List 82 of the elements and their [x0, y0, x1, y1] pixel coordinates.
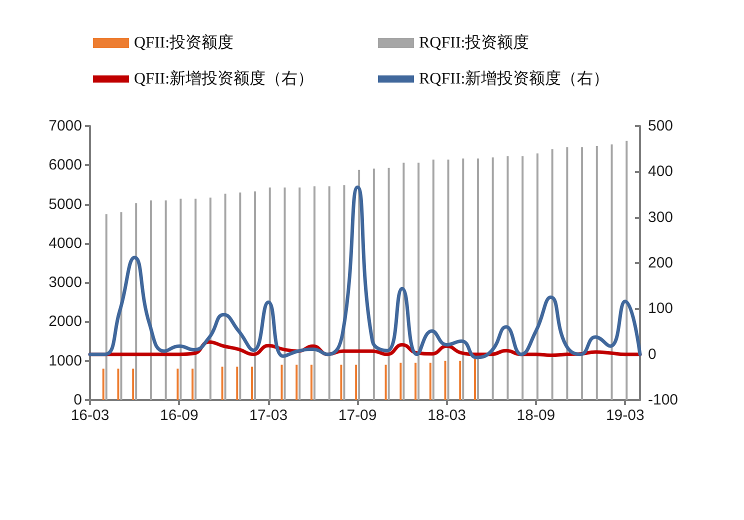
y2-tick-label: 200: [648, 254, 674, 272]
bar: [474, 358, 476, 400]
bar: [135, 203, 138, 400]
y-tick-label: 2000: [48, 313, 82, 330]
y-tick-label: 5000: [48, 196, 82, 213]
y-tick-label: 4000: [48, 234, 82, 252]
bar: [194, 198, 197, 400]
bar: [596, 146, 598, 400]
bar: [298, 187, 301, 400]
bar: [284, 187, 286, 400]
bar: [355, 364, 358, 400]
y-tick-label: 6000: [48, 156, 82, 174]
bar: [581, 147, 584, 400]
bar: [313, 186, 316, 400]
bar: [444, 360, 446, 400]
bar: [180, 198, 182, 400]
x-tick-label: 16-03: [70, 407, 110, 424]
bar: [414, 362, 417, 400]
bar: [492, 157, 494, 400]
bar: [418, 162, 420, 400]
bar: [462, 158, 464, 400]
bar: [340, 364, 342, 400]
bar: [251, 366, 254, 400]
x-tick-label: 18-03: [428, 407, 466, 424]
bar: [522, 156, 524, 400]
legend-label: RQFII:投资额度: [419, 34, 530, 52]
bar: [224, 194, 226, 400]
bar: [402, 162, 405, 400]
bar: [447, 160, 450, 400]
x-tick-label: 17-09: [338, 407, 377, 424]
bar: [388, 168, 390, 400]
y2-tick-label: 500: [648, 118, 674, 134]
bar: [150, 200, 152, 400]
bar: [358, 170, 360, 400]
bar: [551, 149, 554, 400]
bar: [176, 368, 179, 400]
bar: [102, 368, 104, 400]
x-tick-label: 18-09: [516, 407, 556, 424]
legend-label: QFII:投资额度: [134, 34, 234, 52]
bar: [310, 364, 312, 400]
bar: [506, 156, 509, 400]
y-tick-label: 3000: [48, 274, 82, 292]
y2-tick-label: 300: [648, 208, 674, 226]
bar: [372, 168, 375, 400]
x-tick-label: 17-03: [249, 407, 288, 424]
bar: [117, 368, 120, 400]
y-tick-label: 0: [74, 392, 82, 408]
bar: [429, 362, 432, 400]
bar: [132, 368, 134, 400]
bar: [236, 366, 238, 400]
line-series: [88, 185, 642, 360]
bar: [280, 364, 283, 400]
bar: [254, 191, 256, 400]
bar: [384, 364, 387, 400]
bar: [400, 362, 402, 400]
y2-tick-label: 100: [648, 300, 674, 318]
bar: [120, 212, 122, 400]
bar: [459, 360, 462, 400]
bar: [566, 147, 568, 400]
bar: [221, 366, 224, 400]
bar: [105, 214, 108, 400]
bar: [164, 200, 167, 400]
bar: [610, 144, 613, 400]
bar: [239, 192, 242, 400]
y2-tick-label: 0: [648, 346, 656, 363]
bar: [536, 153, 538, 400]
y2-tick-label: 400: [648, 163, 674, 180]
x-tick-label: 16-09: [160, 407, 198, 424]
bar: [296, 364, 298, 400]
bar: [209, 198, 212, 400]
y-tick-label: 7000: [48, 118, 82, 134]
bar: [268, 187, 271, 400]
x-tick-label: 19-03: [606, 407, 644, 424]
bar: [192, 368, 194, 400]
bar: [432, 160, 434, 400]
bar: [626, 140, 628, 400]
bar: [476, 158, 479, 400]
y2-tick-label: -100: [648, 392, 678, 408]
y-tick-label: 1000: [48, 352, 82, 370]
legend-label: RQFII:新增投资额度（右）: [419, 70, 610, 88]
legend-label: QFII:新增投资额度（右）: [134, 70, 314, 88]
bar: [328, 186, 330, 400]
